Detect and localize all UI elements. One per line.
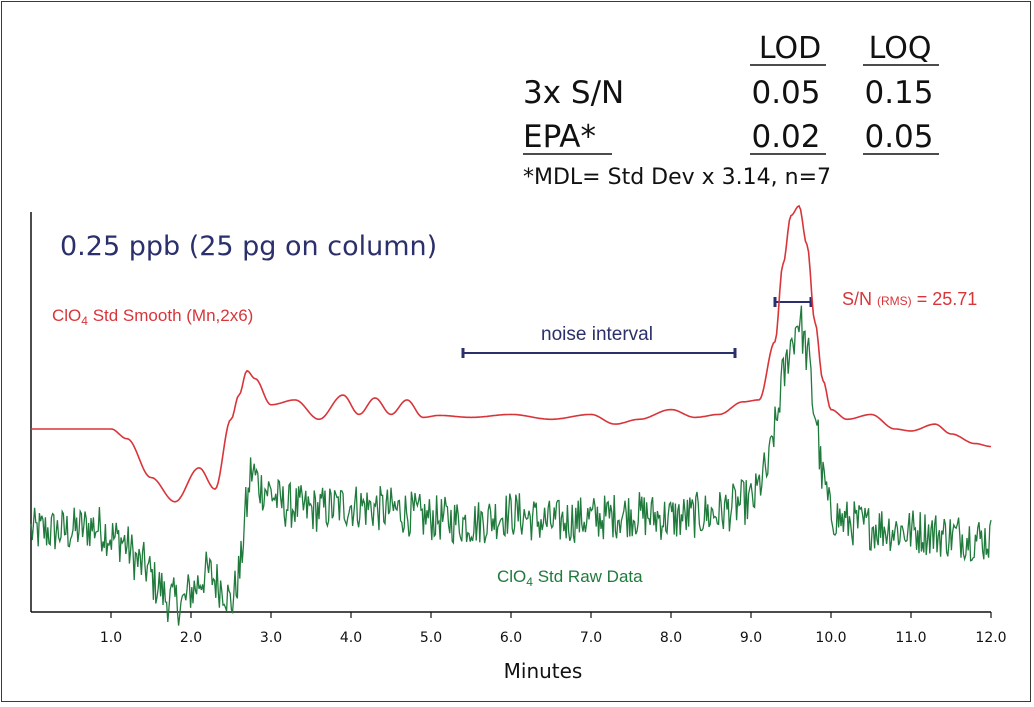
series-label-smooth: ClO4 Std Smooth (Mn,2x6) xyxy=(52,306,253,328)
table-cell-lod: 0.02 xyxy=(751,119,820,155)
x-tick-label: 3.0 xyxy=(260,630,282,646)
table-footnote: *MDL= Std Dev x 3.14, n=7 xyxy=(523,165,831,190)
x-tick-label: 9.0 xyxy=(740,630,762,646)
x-tick-label: 6.0 xyxy=(500,630,522,646)
x-tick-label: 2.0 xyxy=(180,630,202,646)
results-table: LOD LOQ 3x S/N 0.05 0.15 EPA* 0.02 0.05 … xyxy=(523,31,939,190)
x-tick-label: 11.0 xyxy=(895,630,926,646)
x-axis-label: Minutes xyxy=(504,659,583,683)
x-tick-label: 8.0 xyxy=(660,630,682,646)
table-header-lod: LOD xyxy=(759,31,821,66)
table-cell-lod: 0.05 xyxy=(751,75,820,111)
noise-interval-bar xyxy=(461,348,737,358)
table-row-label: EPA* xyxy=(523,119,596,155)
concentration-label: 0.25 ppb (25 pg on column) xyxy=(60,231,437,262)
x-tick-label: 1.0 xyxy=(100,630,122,646)
table-header-loq: LOQ xyxy=(869,31,932,66)
noise-interval-label: noise interval xyxy=(541,324,653,345)
x-tick-label: 5.0 xyxy=(420,630,442,646)
signal-to-noise-label: S/N (RMS) = 25.71 xyxy=(842,289,977,309)
signal-width-bar xyxy=(773,297,813,307)
x-tick-label: 7.0 xyxy=(580,630,602,646)
table-row-label: 3x S/N xyxy=(523,75,624,111)
x-ticks: 1.0 2.0 3.0 4.0 5.0 6.0 7.0 8.0 9.0 10.0 11.0 12.0 xyxy=(100,612,1007,646)
series-label-raw: ClO4 Std Raw Data xyxy=(497,567,643,589)
series-line-smooth xyxy=(31,204,992,503)
x-tick-label: 10.0 xyxy=(815,630,846,646)
table-cell-loq: 0.05 xyxy=(864,119,933,155)
table-cell-loq: 0.15 xyxy=(864,75,933,111)
x-tick-label: 4.0 xyxy=(340,630,362,646)
x-tick-label: 12.0 xyxy=(975,630,1006,646)
series-line-raw xyxy=(30,305,992,626)
